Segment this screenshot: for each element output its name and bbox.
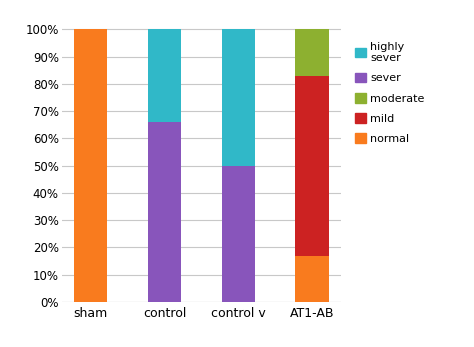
Bar bbox=[295, 29, 328, 76]
Bar bbox=[74, 29, 108, 302]
Bar bbox=[295, 76, 328, 256]
Legend: highly
sever, sever, moderate, mild, normal: highly sever, sever, moderate, mild, nor… bbox=[353, 39, 427, 146]
Bar bbox=[295, 256, 328, 302]
Bar bbox=[222, 166, 255, 302]
Bar bbox=[222, 29, 255, 166]
Bar bbox=[148, 29, 181, 122]
Bar bbox=[148, 122, 181, 302]
